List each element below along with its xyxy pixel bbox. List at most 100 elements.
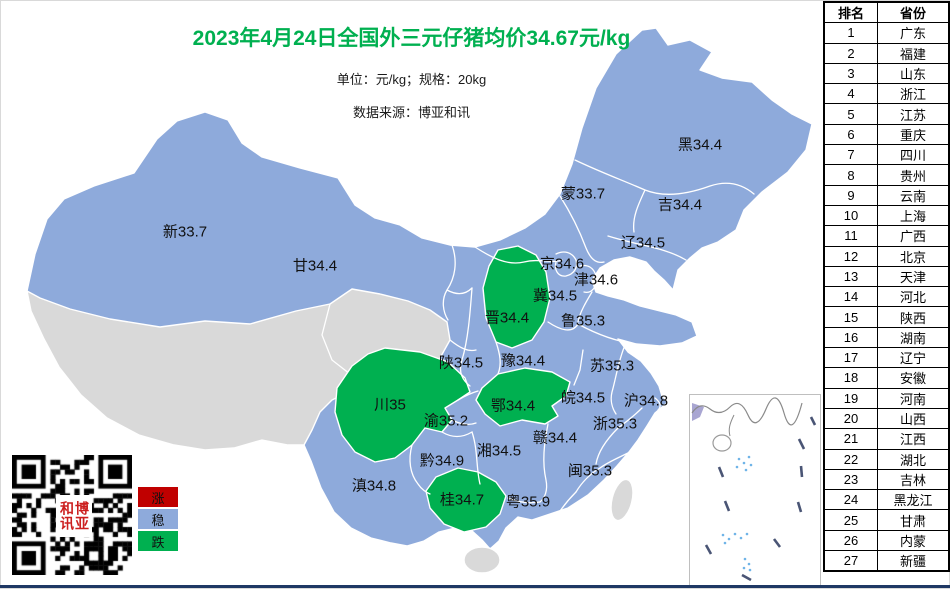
table-row: 18 安徽 xyxy=(823,367,950,389)
province-ranking-table: 排名 省份 1 广东 2 福建 3 山东 4 浙江 5 江苏 6 重庆 7 四川 8 贵州 9 云南 10 上海 11 广… xyxy=(823,1,950,573)
province-cell: 江苏 xyxy=(877,103,950,125)
province-label-皖: 皖34.5 xyxy=(560,389,606,407)
table-row: 1 广东 xyxy=(823,22,950,44)
table-row: 20 山西 xyxy=(823,407,950,430)
table-row: 3 山东 xyxy=(823,62,950,85)
rank-cell: 21 xyxy=(823,428,878,450)
province-cell: 四川 xyxy=(877,144,950,166)
province-cell: 天津 xyxy=(877,265,950,288)
province-cell: 云南 xyxy=(877,184,950,206)
table-row: 9 云南 xyxy=(823,184,950,206)
table-row: 13 天津 xyxy=(823,265,950,288)
bottom-divider xyxy=(0,585,950,588)
table-row: 24 黑龙江 xyxy=(823,489,950,511)
province-cell: 甘肃 xyxy=(877,509,950,531)
rank-cell: 5 xyxy=(823,103,878,125)
province-cell: 江西 xyxy=(877,428,950,450)
inset-map xyxy=(691,397,817,582)
province-label-渝: 渝35.2 xyxy=(423,412,469,430)
province-cell: 北京 xyxy=(877,245,950,267)
province-label-川: 川35 xyxy=(374,396,406,414)
province-cell: 广东 xyxy=(877,22,950,44)
rank-cell: 20 xyxy=(823,407,878,430)
province-label-京: 京34.6 xyxy=(539,255,585,273)
legend-item-涨: 涨 xyxy=(138,487,178,507)
table-row: 22 湖北 xyxy=(823,448,950,470)
rank-cell: 14 xyxy=(823,286,878,308)
province-cell: 辽宁 xyxy=(877,347,950,369)
province-label-滇: 滇34.8 xyxy=(351,477,397,495)
province-sichuan xyxy=(334,347,471,463)
province-cell: 河南 xyxy=(877,387,950,409)
table-row: 21 江西 xyxy=(823,428,950,450)
province-cell: 吉林 xyxy=(877,468,950,491)
province-cell: 广西 xyxy=(877,225,950,247)
table-header-row: 排名 省份 xyxy=(823,1,950,24)
island-dots xyxy=(721,455,753,572)
province-label-苏: 苏35.3 xyxy=(589,357,635,375)
rank-cell: 4 xyxy=(823,83,878,105)
province-guangxi xyxy=(425,467,507,533)
rank-cell: 3 xyxy=(823,62,878,85)
qr-code: 博亚 和讯 xyxy=(12,455,132,575)
rank-cell: 24 xyxy=(823,489,878,511)
rank-cell: 1 xyxy=(823,22,878,44)
province-label-桂: 桂34.7 xyxy=(439,491,485,509)
province-label-黔: 黔34.9 xyxy=(419,452,465,470)
rank-cell: 16 xyxy=(823,326,878,349)
table-row: 2 福建 xyxy=(823,42,950,64)
province-column-header: 省份 xyxy=(877,1,950,24)
province-cell: 河北 xyxy=(877,286,950,308)
table-row: 15 陕西 xyxy=(823,306,950,328)
rank-cell: 23 xyxy=(823,468,878,491)
province-hubei xyxy=(475,367,571,427)
rank-cell: 11 xyxy=(823,225,878,247)
rank-column-header: 排名 xyxy=(823,1,878,24)
province-label-晋: 晋34.4 xyxy=(484,309,530,327)
rank-cell: 2 xyxy=(823,42,878,64)
legend-item-稳: 稳 xyxy=(138,509,178,529)
province-label-赣: 赣34.4 xyxy=(532,429,578,447)
province-label-陕: 陕34.5 xyxy=(438,354,484,372)
island-hainan xyxy=(463,546,501,574)
province-label-蒙: 蒙33.7 xyxy=(560,185,606,203)
china-map xyxy=(26,27,813,574)
legend: 涨稳跌 xyxy=(138,487,178,553)
province-cell: 湖北 xyxy=(877,448,950,470)
table-row: 11 广西 xyxy=(823,225,950,247)
province-cell: 内蒙 xyxy=(877,529,950,552)
rank-cell: 26 xyxy=(823,529,878,552)
province-cell: 浙江 xyxy=(877,83,950,105)
rank-cell: 8 xyxy=(823,164,878,186)
province-cell: 新疆 xyxy=(877,550,950,572)
table-row: 7 四川 xyxy=(823,144,950,166)
rank-cell: 12 xyxy=(823,245,878,267)
rank-cell: 17 xyxy=(823,347,878,369)
rank-cell: 25 xyxy=(823,509,878,531)
table-row: 8 贵州 xyxy=(823,164,950,186)
rank-cell: 19 xyxy=(823,387,878,409)
rank-cell: 27 xyxy=(823,550,878,572)
province-label-津: 津34.6 xyxy=(573,271,619,289)
province-label-新: 新33.7 xyxy=(162,223,208,241)
table-row: 10 上海 xyxy=(823,204,950,227)
rank-cell: 18 xyxy=(823,367,878,389)
province-label-粤: 粤35.9 xyxy=(505,493,551,511)
nine-dash-line xyxy=(704,416,817,582)
table-row: 19 河南 xyxy=(823,387,950,409)
province-cell: 贵州 xyxy=(877,164,950,186)
table-row: 27 新疆 xyxy=(823,550,950,572)
table-row: 6 重庆 xyxy=(823,123,950,146)
table-row: 12 北京 xyxy=(823,245,950,267)
province-label-辽: 辽34.5 xyxy=(620,234,666,252)
province-cell: 陕西 xyxy=(877,306,950,328)
province-label-闽: 闽35.3 xyxy=(567,462,613,480)
province-label-黑: 黑34.4 xyxy=(677,136,723,154)
province-label-鄂: 鄂34.4 xyxy=(490,397,536,415)
table-row: 17 辽宁 xyxy=(823,347,950,369)
province-cell: 福建 xyxy=(877,42,950,64)
province-cell: 上海 xyxy=(877,204,950,227)
boyar-hexun-seal: 博亚 和讯 xyxy=(56,495,92,537)
rank-cell: 13 xyxy=(823,265,878,288)
province-label-吉: 吉34.4 xyxy=(657,196,703,214)
